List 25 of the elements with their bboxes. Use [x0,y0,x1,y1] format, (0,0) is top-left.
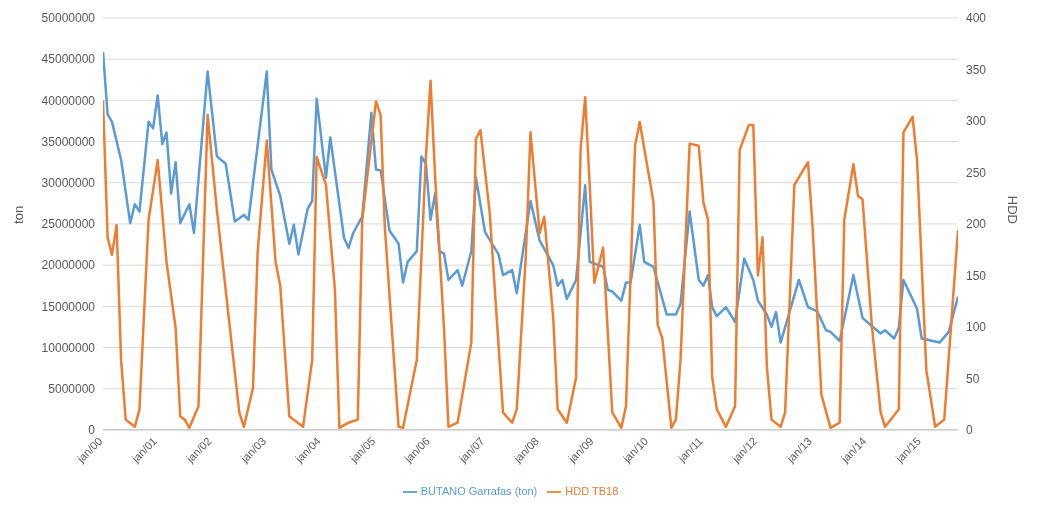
y-tick-label: 50000000 [41,11,96,26]
legend-label: BUTANO Garrafas (ton) [420,484,538,497]
y2-tick-label: 200 [966,217,987,232]
y-tick-label: 5000000 [48,381,96,396]
y-tick-label: 20000000 [41,258,96,273]
y2-tick-label: 400 [966,11,987,26]
y2-tick-label: 100 [966,320,987,335]
y-tick-label: 35000000 [41,134,96,149]
y-tick-label: 0 [88,423,96,438]
y-tick-label: 15000000 [41,299,96,314]
y2-axis-title: HDD [1005,195,1021,224]
y2-tick-label: 250 [966,165,987,180]
y2-tick-label: 150 [966,268,987,283]
y2-tick-label: 50 [966,371,980,386]
y-tick-label: 25000000 [41,217,96,232]
y-tick-label: 40000000 [41,93,96,108]
y2-tick-label: 0 [966,423,973,438]
y-tick-label: 30000000 [41,176,96,191]
y-axis-title: ton [10,205,26,224]
y-tick-label: 10000000 [41,340,96,355]
y2-tick-label: 300 [966,114,987,129]
legend-label: HDD TB18 [565,484,619,497]
line-series [103,79,958,430]
y-tick-label: 45000000 [41,52,96,67]
y2-tick-label: 350 [966,62,987,77]
